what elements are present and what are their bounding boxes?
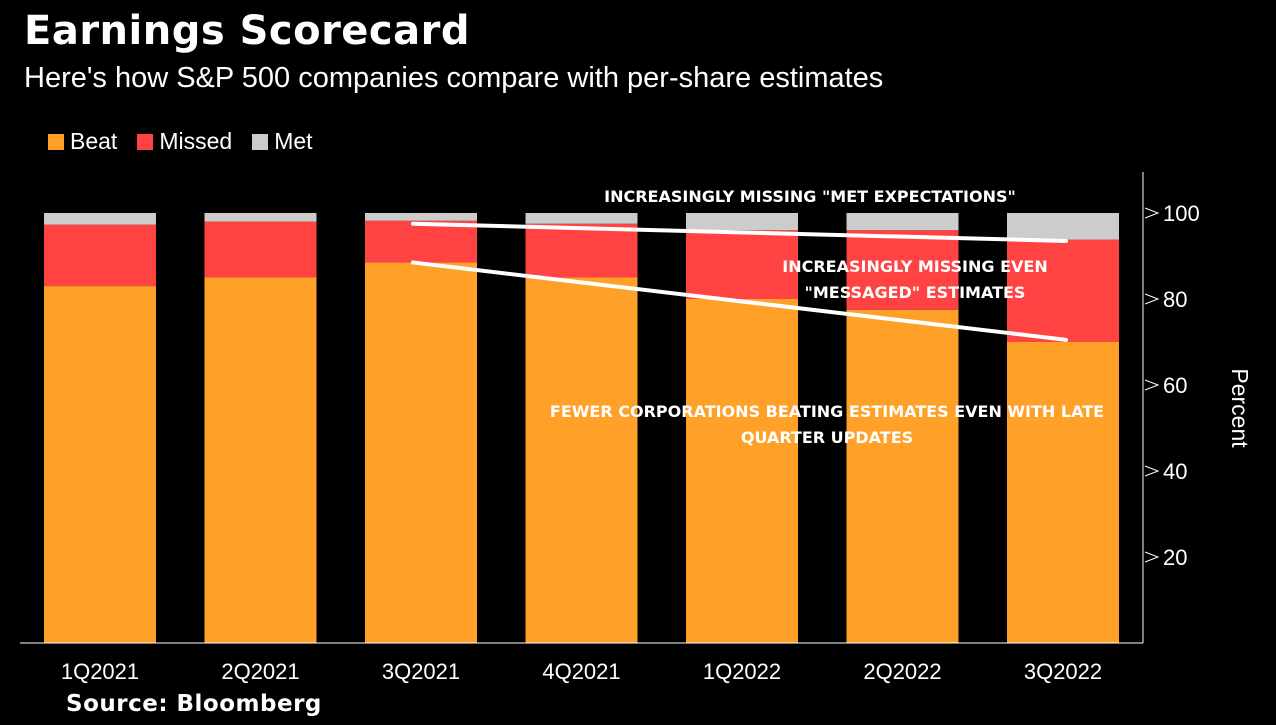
x-tick-label-3q2022: 3Q2022 (1024, 659, 1102, 684)
legend-item-beat: Beat (48, 128, 117, 155)
y-ticks-group: 20 40 60 80 100 (1144, 201, 1200, 570)
y-tick-mark-80 (1144, 293, 1160, 305)
legend-label-met: Met (274, 128, 313, 154)
legend-item-missed: Missed (137, 128, 232, 155)
annotation-missed-line2: "MESSAGED" ESTIMATES (805, 283, 1026, 302)
y-tick-mark-40 (1144, 465, 1160, 477)
bars-group (44, 213, 1119, 643)
bar-beat-3q2022 (1007, 342, 1119, 643)
trend-line-2 (411, 260, 1068, 342)
x-tick-label-3q2021: 3Q2021 (382, 659, 460, 684)
bar-missed-2q2021 (204, 221, 317, 278)
x-tick-label-4q2021: 4Q2021 (542, 659, 620, 684)
x-labels-group: 1Q2021 2Q2021 3Q2021 4Q2021 1Q2022 2Q2022 3Q20… (61, 659, 1102, 684)
trend-lines-group (411, 221, 1068, 342)
bar-beat-2q2021 (204, 277, 317, 643)
bar-beat-3q2021 (365, 262, 477, 643)
bar-missed-4q2021 (525, 223, 638, 278)
y-tick-mark-100 (1144, 207, 1160, 219)
bar-met-4q2021 (525, 213, 638, 224)
bar-missed-1q2022 (686, 230, 798, 299)
legend-swatch-beat (48, 133, 64, 150)
bar-missed-2q2022 (846, 230, 959, 310)
annotation-met: INCREASINGLY MISSING "MET EXPECTATIONS" (604, 187, 1016, 206)
bar-beat-2q2022 (846, 309, 959, 643)
y-tick-label-100: 100 (1163, 201, 1200, 226)
bar-met-3q2021 (365, 213, 477, 221)
chart-subtitle: Here's how S&P 500 companies compare wit… (24, 62, 884, 94)
bar-met-1q2022 (686, 213, 798, 231)
bar-beat-1q2021 (44, 286, 156, 643)
y-tick-mark-60 (1144, 379, 1160, 391)
x-tick-label-2q2022: 2Q2022 (863, 659, 941, 684)
annotation-missed-line1: INCREASINGLY MISSING EVEN (782, 257, 1047, 276)
trend-line-1 (411, 221, 1068, 243)
bar-missed-3q2021 (365, 220, 477, 263)
x-tick-label-1q2021: 1Q2021 (61, 659, 139, 684)
x-tick-label-1q2022: 1Q2022 (703, 659, 781, 684)
y-tick-label-60: 60 (1163, 373, 1187, 398)
x-tick-label-2q2021: 2Q2021 (221, 659, 299, 684)
bar-met-2q2021 (204, 213, 317, 222)
y-tick-label-20: 20 (1163, 545, 1187, 570)
bar-met-1q2021 (44, 213, 156, 225)
annotation-beat-line2: QUARTER UPDATES (741, 428, 913, 447)
legend-swatch-met (252, 133, 269, 150)
y-tick-label-40: 40 (1163, 459, 1187, 484)
bar-missed-3q2022 (1007, 239, 1119, 342)
annotation-beat-line1: FEWER CORPORATIONS BEATING ESTIMATES EVE… (550, 402, 1104, 421)
legend: Beat Missed Met (48, 128, 333, 155)
chart-title: Earnings Scorecard (24, 8, 470, 54)
legend-swatch-missed (137, 133, 154, 150)
bar-met-3q2022 (1007, 213, 1119, 240)
legend-label-missed: Missed (159, 128, 233, 154)
y-tick-mark-20 (1144, 551, 1160, 563)
y-tick-label-80: 80 (1163, 287, 1187, 312)
legend-item-met: Met (252, 128, 313, 155)
bar-beat-1q2022 (686, 299, 798, 643)
bar-beat-4q2021 (525, 277, 638, 643)
bar-missed-1q2021 (44, 224, 156, 287)
bar-met-2q2022 (846, 213, 959, 231)
source-note: Source: Bloomberg (66, 691, 322, 717)
y-axis-label: Percent (1227, 368, 1253, 448)
legend-label-beat: Beat (70, 128, 118, 154)
